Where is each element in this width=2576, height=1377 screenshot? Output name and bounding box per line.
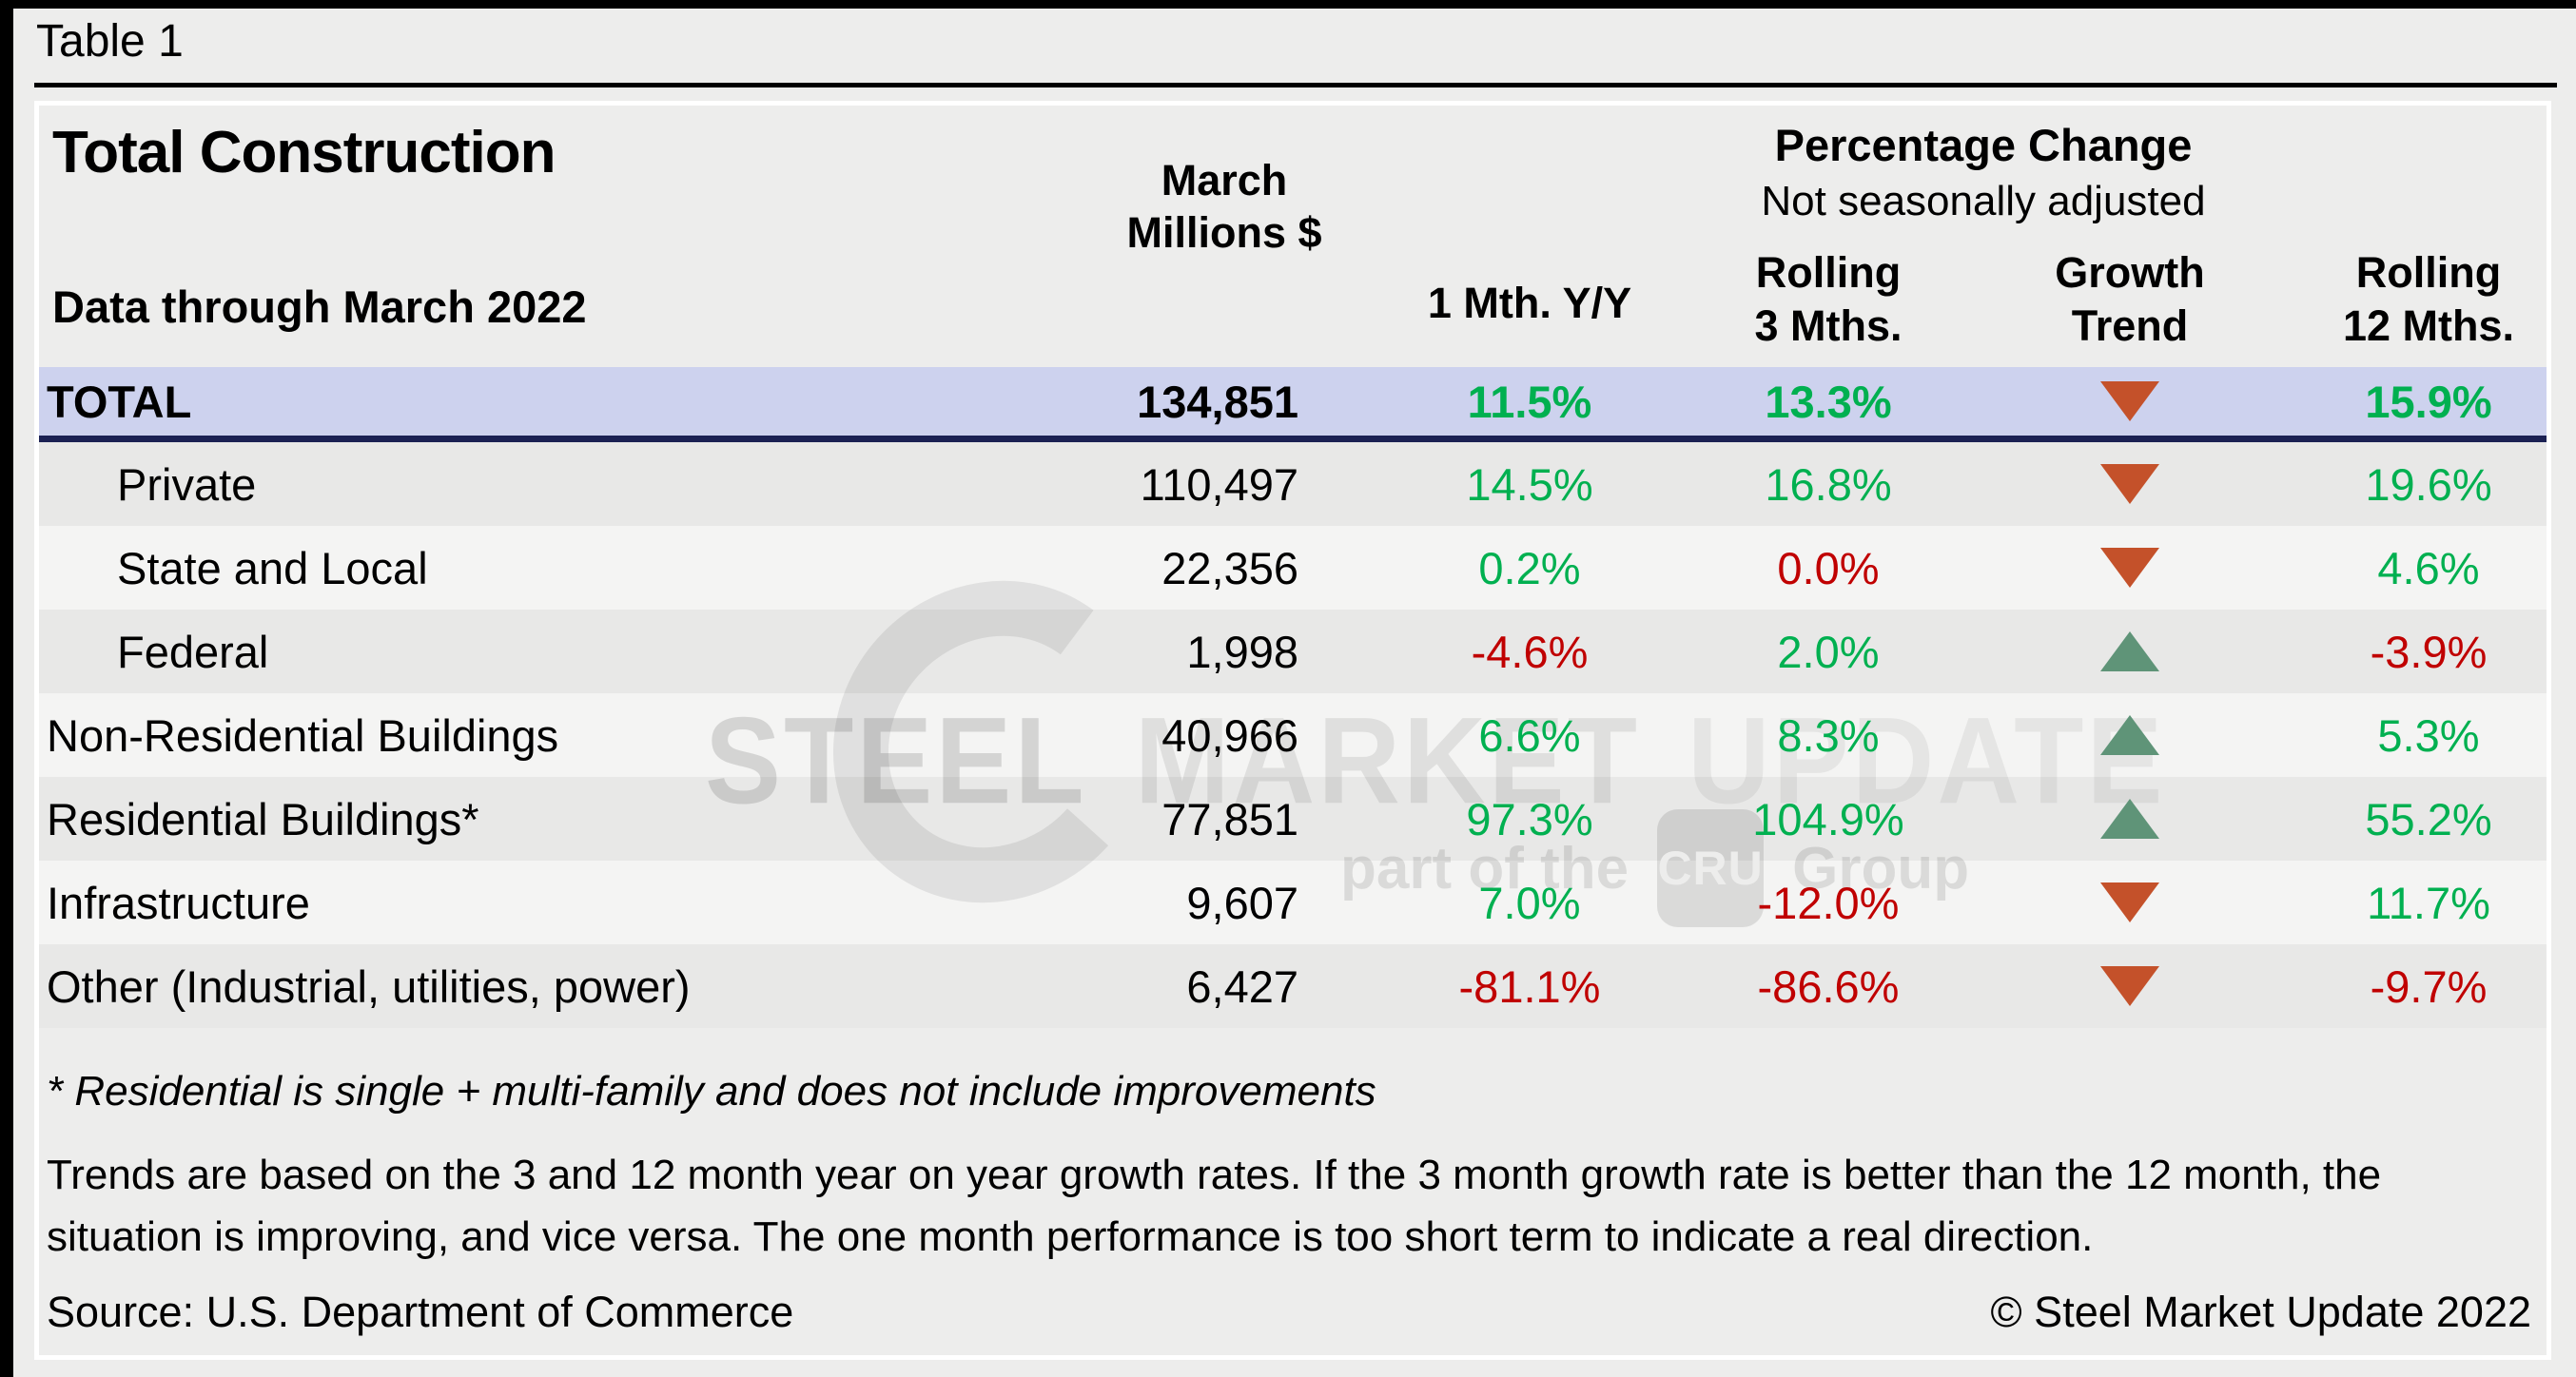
row-label: TOTAL: [47, 376, 192, 427]
table-row-total: TOTAL 134,851 11.5% 13.3% 15.9%: [39, 367, 2547, 436]
pct-1mth-value: 97.3%: [1466, 793, 1593, 844]
not-seasonally-adjusted-label: Not seasonally adjusted: [1761, 178, 2206, 224]
pct-3mths-value: 8.3%: [1777, 709, 1880, 761]
column-header-growth-trend: Growth Trend: [2055, 248, 2205, 351]
pct-1mth-value: 7.0%: [1478, 877, 1581, 928]
millions-value: 110,497: [1140, 458, 1298, 510]
pct-3mths-value: -12.0%: [1757, 877, 1900, 928]
growth-trend-cell: [2059, 693, 2201, 777]
pct-1mth-value: -81.1%: [1458, 960, 1601, 1012]
row-label: Other (Industrial, utilities, power): [47, 960, 691, 1012]
pct-3mths-value: 104.9%: [1752, 793, 1904, 844]
page-title: Total Construction: [52, 120, 556, 185]
pct-12mths-value: -9.7%: [2370, 960, 2488, 1012]
column-header-rolling-3mths: Rolling 3 Mths.: [1754, 248, 1903, 351]
trends-explanation: Trends are based on the 3 and 12 month y…: [47, 1152, 2382, 1261]
table-row: Private 110,497 14.5% 16.8% 19.6%: [39, 442, 2547, 526]
growth-trend-cell: [2059, 777, 2201, 861]
row-label: Federal: [117, 626, 269, 677]
growth-trend-cell: [2059, 610, 2201, 693]
trend-down-icon: [2100, 966, 2159, 1006]
trend-down-icon: [2100, 464, 2159, 504]
growth-trend-cell: [2059, 367, 2201, 436]
pct-12mths-value: 4.6%: [2377, 542, 2480, 593]
pct-1mth-value: 11.5%: [1467, 376, 1592, 427]
millions-value: 77,851: [1161, 793, 1298, 844]
pct-1mth-value: 6.6%: [1478, 709, 1581, 761]
pct-3mths-value: -86.6%: [1757, 960, 1900, 1012]
column-header-1mth-yy: 1 Mth. Y/Y: [1427, 279, 1632, 327]
row-label: Infrastructure: [47, 877, 310, 928]
growth-trend-cell: [2059, 944, 2201, 1028]
pct-3mths-value: 0.0%: [1777, 542, 1880, 593]
millions-value: 1,998: [1186, 626, 1298, 677]
trend-down-icon: [2100, 381, 2159, 421]
row-label: State and Local: [117, 542, 428, 593]
column-header-rolling-12mths: Rolling 12 Mths.: [2342, 248, 2515, 351]
source-label: Source: U.S. Department of Commerce: [47, 1288, 794, 1336]
pct-12mths-value: 11.7%: [2367, 877, 2490, 928]
table-row: Other (Industrial, utilities, power) 6,4…: [39, 944, 2547, 1028]
row-label: Non-Residential Buildings: [47, 709, 559, 761]
pct-12mths-value: 5.3%: [2377, 709, 2480, 761]
trend-up-icon: [2100, 799, 2159, 839]
pct-12mths-value: 19.6%: [2365, 458, 2492, 510]
trend-up-icon: [2100, 631, 2159, 671]
row-stripes-layer: [39, 106, 2547, 1355]
millions-value: 40,966: [1161, 709, 1298, 761]
header-rule: [34, 83, 2557, 87]
millions-value: 9,607: [1186, 877, 1298, 928]
trend-up-icon: [2100, 715, 2159, 755]
row-label: Residential Buildings*: [47, 793, 479, 844]
table-row: Residential Buildings* 77,851 97.3% 104.…: [39, 777, 2547, 861]
growth-trend-cell: [2059, 442, 2201, 526]
table-row: Non-Residential Buildings 40,966 6.6% 8.…: [39, 693, 2547, 777]
pct-12mths-value: -3.9%: [2370, 626, 2488, 677]
residential-footnote: * Residential is single + multi-family a…: [47, 1068, 1376, 1115]
pct-1mth-value: 0.2%: [1478, 542, 1581, 593]
column-header-march-millions: March Millions $: [1126, 156, 1322, 257]
pct-3mths-value: 16.8%: [1765, 458, 1892, 510]
trend-down-icon: [2100, 548, 2159, 588]
row-label: Private: [117, 458, 257, 510]
pct-12mths-value: 15.9%: [2365, 376, 2492, 427]
growth-trend-cell: [2059, 861, 2201, 944]
table-row: Federal 1,998 -4.6% 2.0% -3.9%: [39, 610, 2547, 693]
millions-value: 6,427: [1186, 960, 1298, 1012]
millions-value: 134,851: [1137, 376, 1298, 427]
pct-3mths-value: 2.0%: [1777, 626, 1880, 677]
pct-12mths-value: 55.2%: [2365, 793, 2492, 844]
top-border: [0, 0, 2576, 9]
percentage-change-group-header: Percentage Change: [1774, 120, 2193, 170]
table-row: Infrastructure 9,607 7.0% -12.0% 11.7%: [39, 861, 2547, 944]
growth-trend-cell: [2059, 526, 2201, 610]
construction-table-panel: STEEL MARKET UPDATE part of the CRU Grou…: [34, 101, 2551, 1360]
table-number-label: Table 1: [36, 16, 184, 67]
table-row: State and Local 22,356 0.2% 0.0% 4.6%: [39, 526, 2547, 610]
pct-1mth-value: 14.5%: [1466, 458, 1593, 510]
trend-down-icon: [2100, 882, 2159, 922]
table-content-layer: Total Construction Data through March 20…: [39, 106, 2547, 1355]
left-border: [0, 0, 13, 1377]
millions-value: 22,356: [1161, 542, 1298, 593]
pct-1mth-value: -4.6%: [1471, 626, 1589, 677]
data-through-label: Data through March 2022: [52, 281, 587, 332]
pct-3mths-value: 13.3%: [1765, 376, 1892, 427]
copyright-label: © Steel Market Update 2022: [1990, 1288, 2531, 1336]
